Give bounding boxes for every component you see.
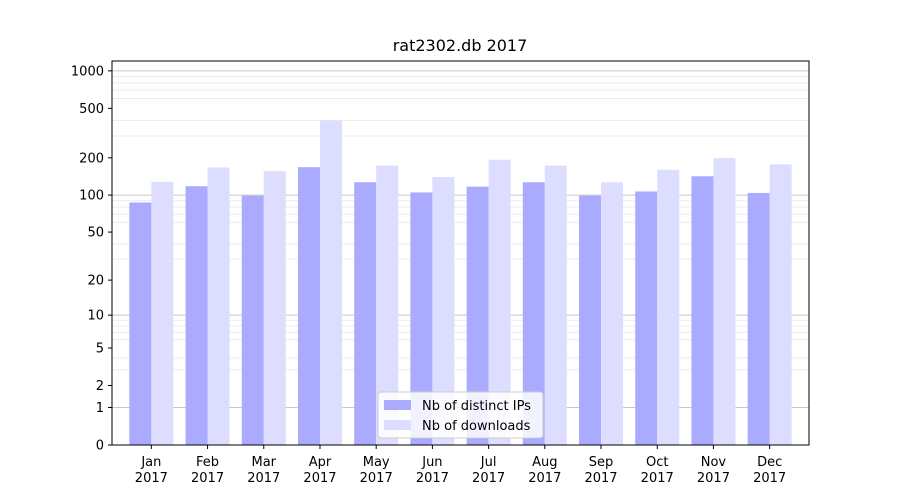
bar	[488, 159, 511, 445]
x-tick-label-month: Jul	[480, 455, 497, 470]
bar	[263, 171, 286, 445]
bar	[691, 176, 714, 445]
bar	[410, 192, 433, 445]
bar	[207, 167, 230, 445]
bar	[151, 181, 174, 445]
legend-label: Nb of distinct IPs	[422, 399, 531, 414]
bar	[354, 182, 377, 445]
x-tick-label-year: 2017	[191, 471, 224, 486]
bar	[713, 158, 736, 446]
bar	[185, 186, 208, 445]
y-tick-label: 1000	[71, 64, 104, 79]
x-tick-label-month: Jan	[140, 455, 161, 470]
y-tick-label: 0	[96, 439, 104, 454]
x-tick-label-month: Apr	[309, 455, 332, 470]
legend: Nb of distinct IPs Nb of downloads	[377, 391, 544, 439]
x-tick-label-month: Nov	[701, 455, 727, 470]
bars	[129, 120, 792, 446]
y-tick-label: 50	[87, 226, 104, 241]
bar	[522, 182, 545, 445]
legend-swatch	[384, 400, 411, 410]
x-tick-label-month: Jun	[421, 455, 442, 470]
x-tick-label-month: Aug	[532, 455, 557, 470]
plot-frame	[111, 60, 810, 446]
x-tick-label-year: 2017	[303, 471, 336, 486]
x-tick-label-year: 2017	[247, 471, 280, 486]
x-tick-label-year: 2017	[641, 471, 674, 486]
x-tick-label-month: Feb	[196, 455, 219, 470]
y-tick-label: 5	[96, 341, 104, 356]
x-axis: Jan2017Feb2017Mar2017Apr2017May2017Jun20…	[135, 445, 786, 486]
bar	[432, 177, 455, 445]
y-tick-label: 500	[79, 102, 104, 117]
bar	[241, 195, 264, 445]
y-tick-label: 100	[79, 189, 104, 204]
bar	[544, 165, 567, 445]
bar	[579, 195, 602, 445]
x-tick-label-month: May	[363, 455, 390, 470]
bar	[129, 202, 152, 445]
x-tick-label-month: Sep	[589, 455, 614, 470]
x-tick-label-year: 2017	[360, 471, 393, 486]
bar	[601, 182, 624, 445]
bar	[376, 165, 399, 445]
legend-swatch	[384, 420, 411, 430]
bar	[635, 191, 658, 445]
x-tick-label-year: 2017	[528, 471, 561, 486]
bar	[319, 120, 342, 446]
y-tick-label: 1	[96, 401, 104, 416]
bar	[657, 169, 680, 445]
y-tick-label: 20	[87, 274, 104, 289]
y-tick-label: 200	[79, 151, 104, 166]
legend-label: Nb of downloads	[422, 419, 531, 434]
y-axis: 0 1 2 5 10 20 50 100 200 500 1000	[71, 64, 112, 454]
bar	[297, 167, 320, 445]
x-tick-label-month: Oct	[646, 455, 668, 470]
x-tick-label-year: 2017	[135, 471, 168, 486]
chart-title: rat2302.db 2017	[393, 36, 528, 55]
x-tick-label-year: 2017	[584, 471, 617, 486]
bar	[769, 164, 792, 445]
y-tick-label: 2	[96, 379, 104, 394]
x-tick-label-year: 2017	[416, 471, 449, 486]
legend-box	[377, 391, 544, 439]
x-tick-label-month: Mar	[252, 455, 277, 470]
x-tick-label-year: 2017	[753, 471, 786, 486]
x-tick-label-year: 2017	[472, 471, 505, 486]
bar	[747, 192, 770, 445]
bar	[466, 186, 489, 445]
x-tick-label-year: 2017	[697, 471, 730, 486]
y-tick-label: 10	[87, 309, 104, 324]
x-tick-label-month: Dec	[757, 455, 782, 470]
